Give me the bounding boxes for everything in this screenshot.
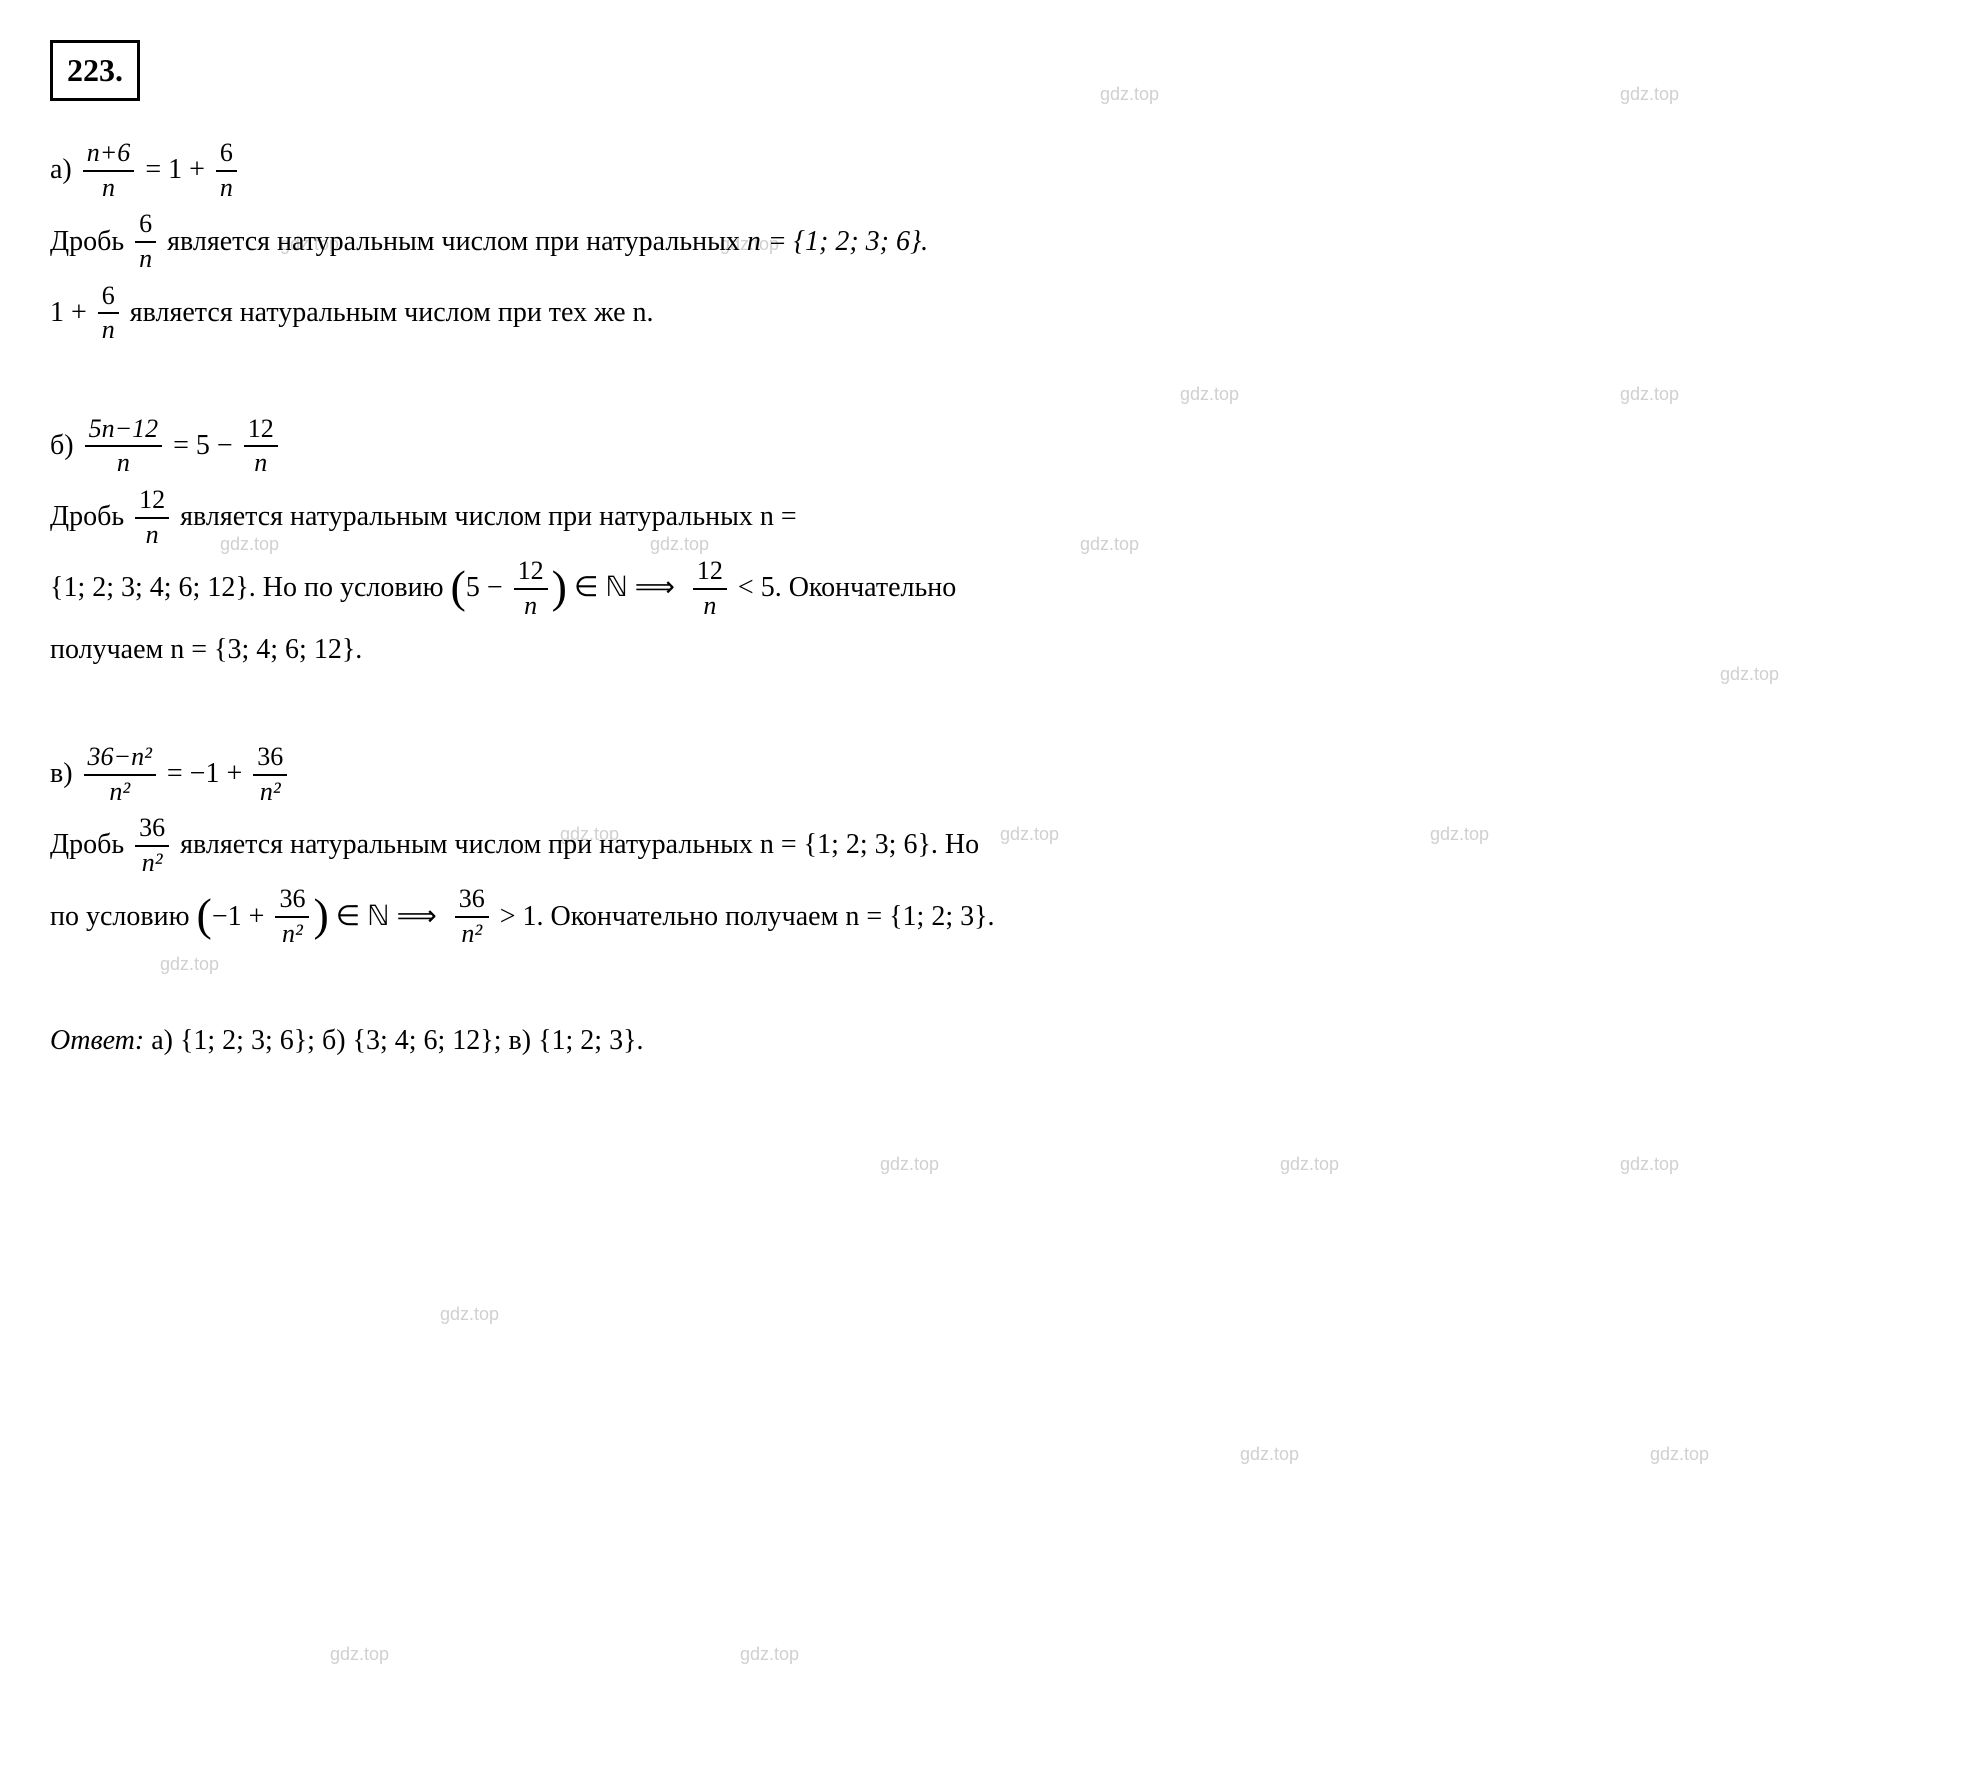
frac-num: 6 [135, 210, 156, 243]
frac-den: n [699, 590, 720, 621]
watermark-text: gdz.top [1280, 1150, 1339, 1179]
frac-num: 36 [455, 885, 489, 918]
part-a-text1-post: является натуральным числом при натураль… [167, 220, 740, 265]
frac-num: 36 [135, 814, 169, 847]
answer-label: Ответ: [50, 1019, 144, 1064]
frac-den: n [113, 447, 134, 478]
frac-den: n² [278, 918, 307, 949]
part-b: б) 5n−12 n = 5 − 12 n Дробь 12 n являетс… [50, 415, 1938, 673]
frac-den: n [98, 172, 119, 203]
frac-num: 12 [514, 557, 548, 590]
part-a-lhs-frac: n+6 n [83, 139, 135, 202]
part-b-frac3: 12 n [693, 557, 727, 620]
frac-den: n² [105, 776, 134, 807]
part-b-paren-pre: 5 − [466, 566, 503, 611]
part-b-paren-frac: 12 n [514, 557, 548, 620]
part-c-paren-frac: 36 n² [275, 885, 309, 948]
part-a-text2-post: является натуральным числом при тех же n… [130, 291, 654, 336]
part-b-lhs-frac: 5n−12 n [85, 415, 163, 478]
watermark-text: gdz.top [440, 1300, 499, 1329]
answer-c: в) {1; 2; 3}. [509, 1019, 644, 1064]
part-c-frac3: 36 n² [455, 885, 489, 948]
part-c-ineq: > 1. Окончательно получаем n = {1; 2; 3}… [500, 895, 995, 940]
frac-num: 6 [98, 282, 119, 315]
part-c-label: в) [50, 752, 73, 797]
paren-open: ( [451, 564, 466, 610]
frac-den: n [216, 172, 237, 203]
frac-num: 36 [275, 885, 309, 918]
answer: Ответ: а) {1; 2; 3; 6}; б) {3; 4; 6; 12}… [50, 1019, 1938, 1064]
part-c-rhs-frac: 36 n² [253, 743, 287, 806]
part-a-rhs-frac: 6 n [216, 139, 237, 202]
frac-den: n² [138, 847, 167, 878]
part-c-paren-pre: −1 + [212, 895, 265, 940]
part-c-eq: = −1 + [167, 752, 242, 797]
part-c-member: ∈ ℕ ⟹ [336, 895, 437, 940]
part-c-text2-pre: по условию [50, 895, 190, 940]
part-b-frac1: 12 n [135, 486, 169, 549]
frac-den: n [98, 314, 119, 345]
part-a: а) n+6 n = 1 + 6 n Дробь 6 n является на… [50, 139, 1938, 345]
problem-number: 223. [50, 40, 140, 101]
part-b-text1-mid: является натуральным числом при натураль… [180, 495, 797, 540]
watermark-text: gdz.top [1650, 1440, 1709, 1469]
frac-den: n [142, 519, 163, 550]
frac-num: 6 [216, 139, 237, 172]
frac-den: n [135, 243, 156, 274]
watermark-text: gdz.top [1620, 1150, 1679, 1179]
paren-close: ) [313, 892, 328, 938]
part-b-text3: получаем n = {3; 4; 6; 12}. [50, 628, 362, 673]
paren-close: ) [552, 564, 567, 610]
part-a-frac1: 6 n [135, 210, 156, 273]
part-c-lhs-frac: 36−n² n² [84, 743, 156, 806]
part-c: в) 36−n² n² = −1 + 36 n² Дробь 36 n² явл… [50, 743, 1938, 949]
frac-den: n [520, 590, 541, 621]
part-c-frac1: 36 n² [135, 814, 169, 877]
frac-num: n+6 [83, 139, 135, 172]
frac-num: 12 [244, 415, 278, 448]
answer-a: а) {1; 2; 3; 6}; [151, 1019, 315, 1064]
frac-num: 36−n² [84, 743, 156, 776]
frac-num: 12 [693, 557, 727, 590]
part-a-text1-pre: Дробь [50, 220, 124, 265]
part-a-frac2: 6 n [98, 282, 119, 345]
frac-den: n [250, 447, 271, 478]
part-a-text1-set: n = {1; 2; 3; 6}. [747, 220, 928, 265]
answer-b: б) {3; 4; 6; 12}; [322, 1019, 502, 1064]
part-b-text1-pre: Дробь [50, 495, 124, 540]
part-c-text1-post: является натуральным числом при натураль… [180, 823, 979, 868]
frac-num: 36 [253, 743, 287, 776]
part-c-text1-pre: Дробь [50, 823, 124, 868]
part-b-member: ∈ ℕ ⟹ [574, 566, 675, 611]
part-a-eq: = 1 + [145, 148, 205, 193]
part-b-rhs-frac: 12 n [244, 415, 278, 478]
paren-open: ( [197, 892, 212, 938]
watermark-text: gdz.top [330, 1640, 389, 1669]
part-a-text2-pre: 1 + [50, 291, 87, 336]
frac-num: 5n−12 [85, 415, 163, 448]
frac-den: n² [256, 776, 285, 807]
watermark-text: gdz.top [740, 1640, 799, 1669]
watermark-text: gdz.top [880, 1150, 939, 1179]
watermark-text: gdz.top [1240, 1440, 1299, 1469]
part-b-ineq: < 5. Окончательно [738, 566, 956, 611]
frac-num: 12 [135, 486, 169, 519]
part-b-eq: = 5 − [173, 424, 233, 469]
part-b-label: б) [50, 424, 74, 469]
part-a-label: а) [50, 148, 72, 193]
frac-den: n² [457, 918, 486, 949]
part-b-text2-set: {1; 2; 3; 4; 6; 12}. Но по условию [50, 566, 444, 611]
